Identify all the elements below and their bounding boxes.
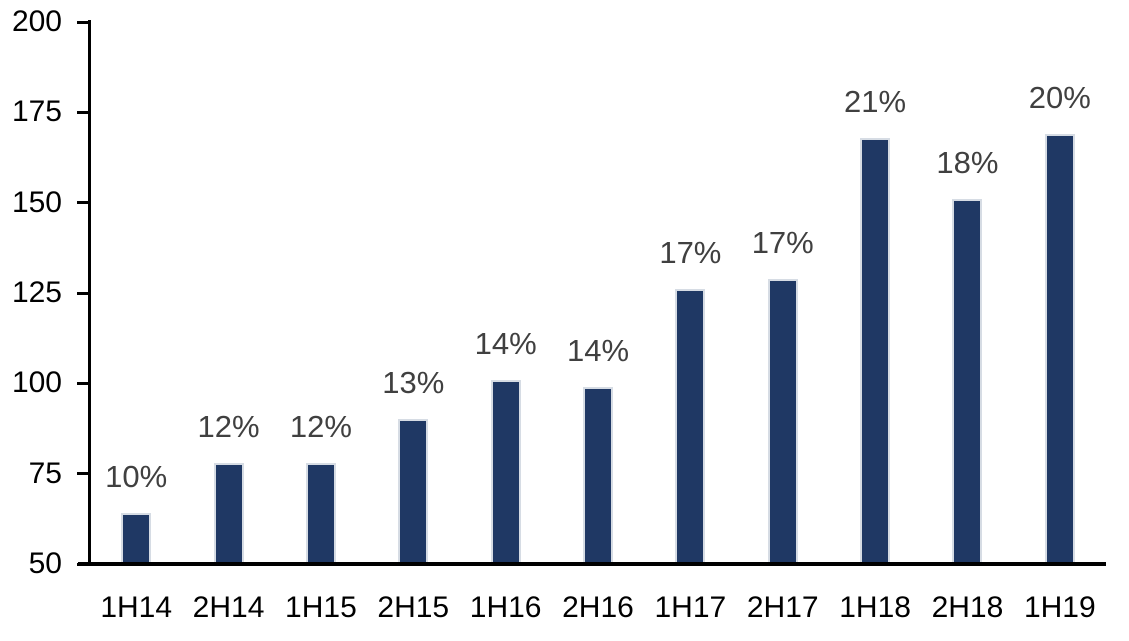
y-tick-mark [77,201,91,205]
y-tick-mark [77,562,91,566]
bar-data-label: 10% [105,459,168,495]
x-tick-label: 2H18 [931,591,1004,624]
x-tick-label: 1H19 [1023,591,1096,624]
y-tick-mark [77,291,91,295]
bar-data-label: 12% [197,408,260,444]
y-tick-mark [77,381,91,385]
bar-data-label: 14% [566,332,630,368]
x-tick-label: 2H14 [192,591,265,624]
bar [213,462,244,562]
bar [583,386,613,562]
x-tick-label: 2H15 [377,591,450,624]
x-tick-label: 1H17 [654,591,727,624]
y-tick-mark [77,20,91,24]
bar-data-label: 21% [844,83,907,119]
bar [952,199,983,562]
bar-data-label: 12% [289,408,352,444]
x-tick-label: 1H18 [839,591,911,624]
bar-data-label: 17% [751,224,814,260]
x-axis-line [78,562,1106,566]
y-tick-label: 150 [11,185,62,219]
y-tick-label: 75 [28,456,62,490]
bar [675,289,706,562]
x-tick-label: 1H15 [285,591,357,624]
y-tick-label: 200 [11,5,62,38]
bar-data-label: 17% [659,235,722,271]
y-tick-mark [77,472,91,476]
bar [305,462,336,562]
y-tick-label: 175 [11,95,62,129]
bar [490,379,521,562]
bar [121,513,152,562]
bar-data-label: 14% [474,325,537,361]
x-tick-label: 1H16 [469,591,542,624]
x-tick-label: 1H14 [100,591,173,624]
y-tick-label: 50 [28,547,62,580]
bar [860,137,891,562]
x-tick-label: 2H16 [562,591,634,624]
y-tick-mark [77,110,91,114]
bar-data-label: 20% [1028,80,1091,115]
y-tick-label: 125 [11,276,62,309]
bar-data-label: 13% [382,365,445,401]
bar-data-label: 18% [936,145,999,181]
bar [767,278,798,562]
x-tick-label: 2H17 [746,591,819,624]
bar [398,419,429,562]
y-tick-label: 100 [11,366,62,400]
bar [1044,134,1075,562]
